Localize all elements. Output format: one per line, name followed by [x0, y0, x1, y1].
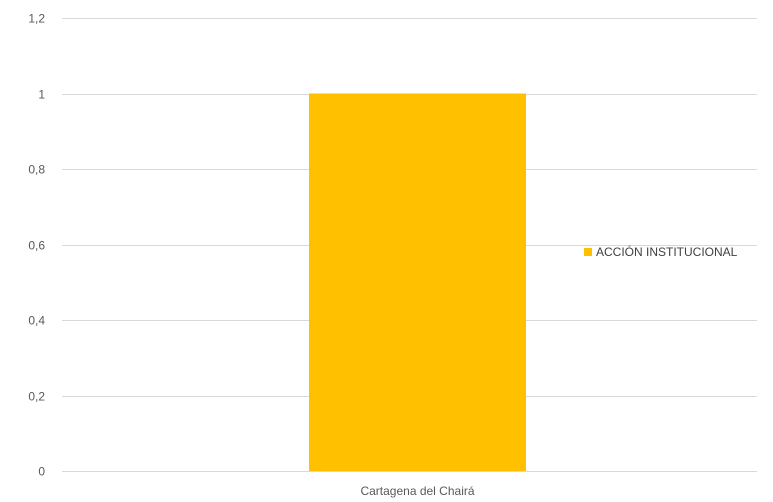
legend: ACCIÓN INSTITUCIONAL [584, 244, 738, 259]
y-tick-label: 1 [38, 88, 45, 102]
y-tick-label: 0,4 [28, 314, 45, 328]
y-tick-label: 0,8 [28, 163, 45, 177]
legend-label: ACCIÓN INSTITUCIONAL [596, 244, 738, 259]
y-axis-tick-labels: 0 0,2 0,4 0,6 0,8 1 1,2 [28, 12, 45, 479]
x-axis-category-labels: Cartagena del Chairá [360, 484, 474, 498]
bars [309, 93, 526, 471]
legend-swatch [584, 248, 592, 256]
x-tick-label: Cartagena del Chairá [360, 484, 474, 498]
y-tick-label: 0 [38, 465, 45, 479]
y-tick-label: 0,2 [28, 390, 45, 404]
bar [309, 93, 526, 471]
y-tick-label: 1,2 [28, 12, 45, 26]
y-tick-label: 0,6 [28, 239, 45, 253]
